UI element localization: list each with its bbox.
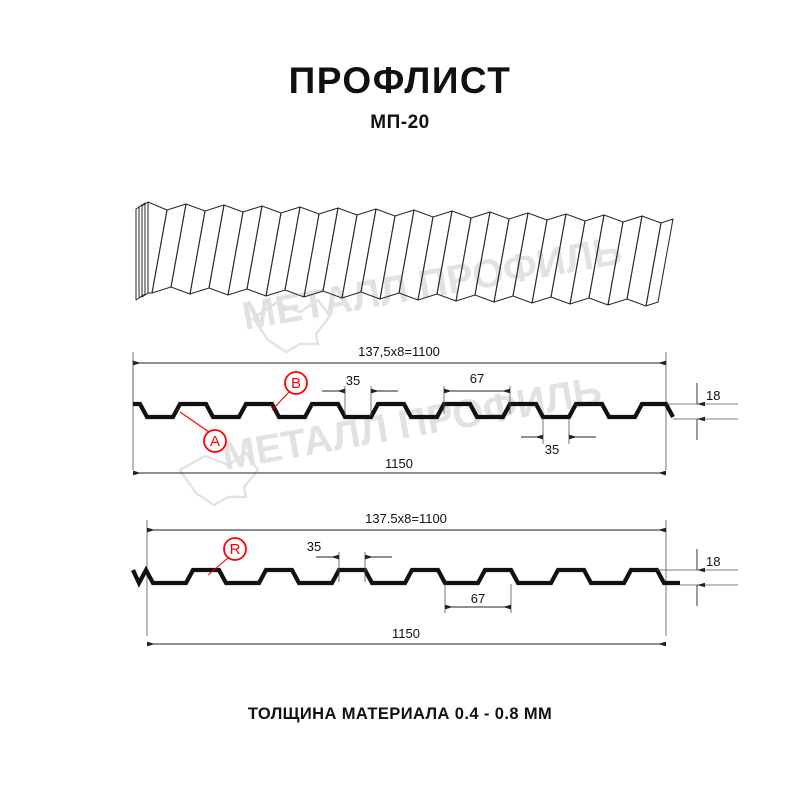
watermark-upper: МЕТАЛЛ ПРОФИЛЬ [239, 229, 625, 354]
dimension-rib-top-b: 35 [307, 539, 392, 582]
dimension-valley-a: 67 [443, 371, 511, 414]
watermark-text: МЕТАЛЛ ПРОФИЛЬ [239, 229, 625, 339]
dimension-width-a: 1150 [133, 456, 666, 476]
dimension-pitch-b-label: 137.5x8=1100 [365, 511, 447, 526]
marker-b: B [271, 371, 308, 411]
marker-r-circle [223, 537, 247, 561]
profile-outline-b [131, 565, 680, 588]
dimension-rib-top-a-label: 35 [346, 373, 360, 388]
marker-a-label: A [210, 433, 220, 450]
dimension-height-a-label: 18 [706, 388, 720, 403]
isometric-profile-view [135, 201, 674, 307]
dimension-valley-b: 67 [444, 584, 512, 613]
dimension-height-b-label: 18 [706, 554, 720, 569]
cross-section-b: 137.5x8=1100 1150 35 [131, 511, 738, 647]
dimension-valley-b-label: 67 [471, 591, 485, 606]
watermark-logo-icon [251, 298, 332, 354]
dimension-width-a-label: 1150 [385, 456, 413, 471]
footer-block: ТОЛЩИНА МАТЕРИАЛА 0.4 - 0.8 ММ [0, 705, 800, 724]
marker-b-leader [271, 391, 290, 411]
marker-a: A [179, 411, 227, 453]
dimension-height-a: 18 [666, 383, 738, 440]
dimension-pitch-a: 137,5x8=1100 [133, 344, 666, 366]
dimension-width-b-label: 1150 [392, 626, 420, 641]
marker-r-leader [207, 557, 229, 576]
marker-r-label: R [230, 541, 241, 558]
material-thickness-label: ТОЛЩИНА МАТЕРИАЛА 0.4 - 0.8 ММ [247, 705, 553, 723]
extension-lines-b [146, 520, 667, 636]
dimension-width-b: 1150 [147, 626, 666, 647]
profile-outline-a [133, 401, 675, 420]
marker-a-circle [203, 429, 227, 453]
cross-section-a: 137,5x8=1100 1150 35 [132, 344, 738, 476]
dimension-pitch-b: 137.5x8=1100 [147, 511, 666, 533]
dimension-height-b: 18 [657, 549, 738, 606]
marker-b-label: B [291, 375, 301, 392]
marker-r: R [207, 537, 247, 576]
marker-a-leader [179, 411, 210, 433]
dimension-pitch-a-label: 137,5x8=1100 [358, 344, 440, 359]
dimension-valley-a-label: 67 [470, 371, 484, 386]
dimension-rib-top-a-lower-label: 35 [545, 442, 559, 457]
dimension-rib-top-b-label: 35 [307, 539, 321, 554]
marker-b-circle [284, 371, 308, 395]
dimension-rib-top-a: 35 [322, 373, 398, 416]
dimension-rib-top-a-lower: 35 [521, 418, 596, 457]
watermark-logo-icon-2 [178, 451, 260, 507]
extension-lines-a [132, 352, 667, 470]
